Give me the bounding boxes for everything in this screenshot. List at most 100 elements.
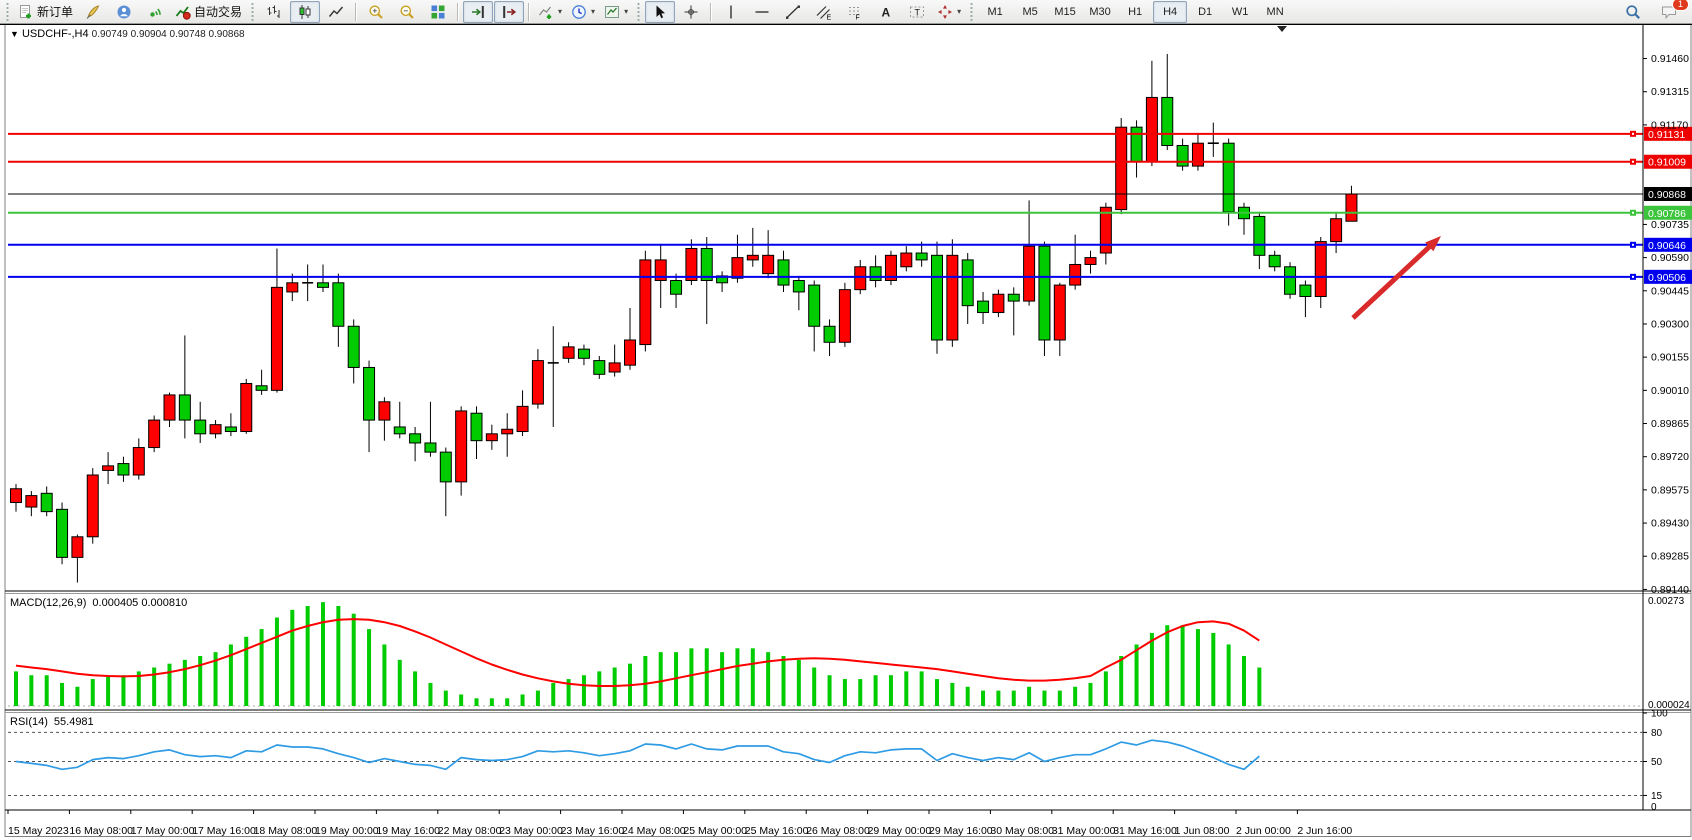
macd-bar <box>720 652 725 706</box>
toolbar-grip[interactable] <box>5 2 10 21</box>
time-axis-label[interactable]: 2 Jun 00:00 <box>1236 825 1291 837</box>
period-button-W1[interactable]: W1 <box>1231 5 1249 18</box>
candle-body <box>255 385 268 391</box>
mql5-community-button[interactable] <box>109 1 139 23</box>
autotrading-button[interactable]: 自动交易 <box>171 1 246 23</box>
time-axis-label[interactable]: 17 May 00:00 <box>131 825 195 837</box>
time-axis-label[interactable]: 29 May 00:00 <box>868 825 932 837</box>
time-axis-label[interactable]: 23 May 00:00 <box>499 825 563 837</box>
period-button-M1[interactable]: M1 <box>987 5 1003 18</box>
price-axis-label: 0.89285 <box>1651 551 1689 563</box>
signals-button[interactable] <box>140 1 170 23</box>
time-axis-label[interactable]: 25 May 16:00 <box>745 825 809 837</box>
macd-bar <box>827 675 832 706</box>
horizontal-line-button[interactable] <box>747 1 777 23</box>
rsi-axis-label: 50 <box>1651 757 1663 768</box>
time-axis-label[interactable]: 31 May 00:00 <box>1052 825 1116 837</box>
metaeditor-button[interactable] <box>78 1 108 23</box>
time-axis-label[interactable]: 26 May 08:00 <box>806 825 870 837</box>
fibonacci-button[interactable]: F <box>840 1 870 23</box>
text-label-button[interactable]: T <box>902 1 932 23</box>
cursor-button[interactable] <box>645 0 676 23</box>
macd-bar <box>704 648 709 706</box>
macd-bar <box>581 675 586 706</box>
time-axis-label[interactable]: 17 May 16:00 <box>192 825 256 837</box>
candle-body <box>700 247 713 281</box>
tile-windows-button[interactable] <box>423 1 453 23</box>
chart-shift-button[interactable] <box>494 0 525 23</box>
search-button[interactable] <box>1618 1 1648 23</box>
chart-shift-marker[interactable] <box>1277 26 1287 32</box>
candle-body <box>531 360 544 405</box>
notifications-button[interactable]: 1 <box>1654 0 1689 23</box>
arrows-icon <box>938 4 953 19</box>
fibo-icon: F <box>849 6 861 20</box>
zoom-out-button[interactable] <box>392 1 422 23</box>
candle-body <box>992 293 1005 314</box>
templates-button-dropdown-arrow[interactable]: ▾ <box>624 7 629 16</box>
period-button-MN[interactable]: MN <box>1266 5 1284 18</box>
period-button-M5[interactable]: M5 <box>1022 5 1038 18</box>
arrows-button[interactable]: ▾ <box>933 1 965 23</box>
candlestick-chart-button[interactable] <box>290 0 321 23</box>
chart-canvas[interactable]: 0.911310.910090.908680.907860.906460.905… <box>0 24 1692 840</box>
time-axis-label[interactable]: 25 May 00:00 <box>683 825 747 837</box>
text-button[interactable]: A <box>871 1 901 23</box>
time-axis-label[interactable]: 16 May 08:00 <box>69 825 133 837</box>
equidistant-channel-button[interactable]: E <box>809 1 839 23</box>
toolbar-grip[interactable] <box>969 2 975 21</box>
one-click-trading-arrow[interactable]: ▼ <box>10 29 19 39</box>
time-axis-label[interactable]: 22 May 08:00 <box>438 825 502 837</box>
periods-button[interactable]: ▾ <box>567 1 599 23</box>
time-axis-label[interactable]: 1 Jun 08:00 <box>1175 825 1230 837</box>
time-axis-label[interactable]: 19 May 16:00 <box>376 825 440 837</box>
new-order-button[interactable]: 新订单 <box>14 1 77 23</box>
price-badge-label: 0.90786 <box>1648 208 1686 220</box>
templates-button[interactable]: ▾ <box>600 1 632 23</box>
candle-body <box>1191 142 1204 167</box>
time-axis-label[interactable]: 30 May 08:00 <box>990 825 1054 837</box>
time-axis-label[interactable]: 31 May 16:00 <box>1113 825 1177 837</box>
line-chart-button[interactable] <box>321 1 351 23</box>
crosshair-button[interactable] <box>676 1 706 23</box>
periods-button-dropdown-arrow[interactable]: ▾ <box>591 7 596 16</box>
macd-bar <box>981 690 986 706</box>
period-button-H1[interactable]: H1 <box>1128 5 1143 18</box>
macd-axis-label: 0.00273 <box>1648 596 1685 607</box>
level-handle-dot <box>1632 243 1634 246</box>
period-button-D1[interactable]: D1 <box>1198 5 1213 18</box>
chart-symbol: USDCHF-,H4 <box>21 28 89 40</box>
cursor-icon <box>656 5 666 18</box>
toolbar-grip[interactable] <box>636 2 642 21</box>
auto-scroll-button[interactable] <box>463 0 494 23</box>
trendline-button[interactable] <box>778 1 808 23</box>
time-axis-label[interactable]: 29 May 16:00 <box>929 825 993 837</box>
indicators-button[interactable]: ▾ <box>534 1 566 23</box>
time-axis-label[interactable]: 24 May 08:00 <box>622 825 686 837</box>
candle-body <box>240 382 253 433</box>
candle-body <box>286 282 299 293</box>
toolbar-grip[interactable] <box>250 2 256 21</box>
vertical-line-button[interactable] <box>716 1 746 23</box>
autotrading-button-label: 自动交易 <box>194 5 243 19</box>
time-axis-label[interactable]: 19 May 00:00 <box>315 825 379 837</box>
candle-body <box>363 366 376 421</box>
candle-body <box>1084 257 1097 265</box>
zoom-in-button[interactable] <box>361 1 391 23</box>
candle-body <box>393 426 406 435</box>
arrows-button-dropdown-arrow[interactable]: ▾ <box>957 7 962 16</box>
indicators-button-dropdown-arrow[interactable]: ▾ <box>558 7 563 16</box>
period-button-H4[interactable]: H4 <box>1153 0 1188 23</box>
time-axis-label[interactable]: 2 Jun 16:00 <box>1297 825 1352 837</box>
macd-bar <box>566 679 571 706</box>
period-button-M30[interactable]: M30 <box>1089 5 1111 18</box>
candle-body <box>1176 144 1189 167</box>
period-button-M15[interactable]: M15 <box>1054 5 1076 18</box>
candle-body <box>731 257 744 279</box>
candle-body <box>562 346 575 359</box>
time-axis-label[interactable]: 15 May 2023 <box>8 825 69 837</box>
trend-arrow-annotation[interactable] <box>1351 242 1434 320</box>
bar-chart-button[interactable] <box>259 1 289 23</box>
time-axis-label[interactable]: 18 May 08:00 <box>254 825 318 837</box>
time-axis-label[interactable]: 23 May 16:00 <box>561 825 625 837</box>
